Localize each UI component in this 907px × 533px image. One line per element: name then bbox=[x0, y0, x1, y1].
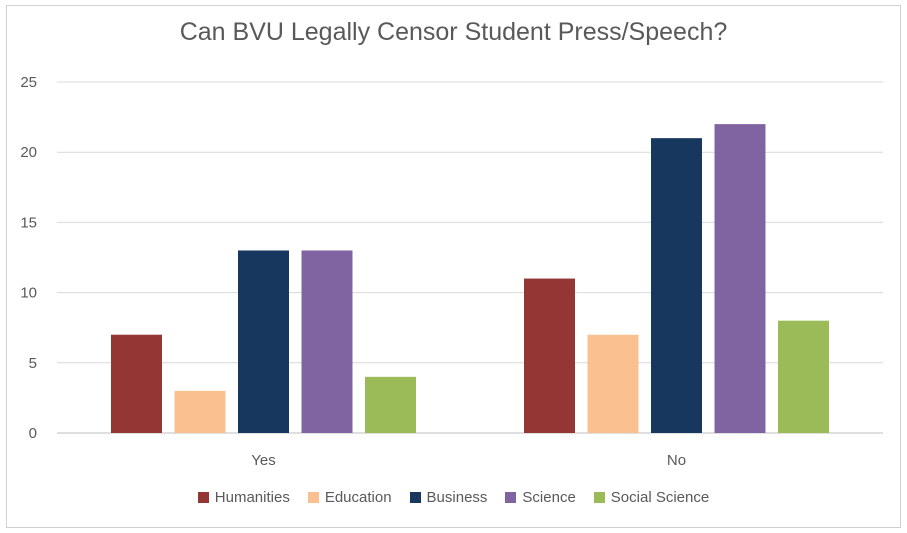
legend-item: Business bbox=[409, 489, 488, 506]
y-tick-label: 5 bbox=[29, 355, 37, 372]
legend-swatch bbox=[409, 492, 421, 503]
legend-item: Science bbox=[505, 489, 576, 506]
legend-item: Education bbox=[307, 489, 392, 506]
bar-education-no bbox=[587, 334, 639, 433]
legend-item: Humanities bbox=[197, 489, 290, 506]
y-tick-label: 25 bbox=[20, 74, 37, 91]
bar-education-yes bbox=[174, 390, 226, 433]
bar-social-science-no bbox=[778, 320, 829, 433]
bar-science-yes bbox=[301, 250, 353, 433]
legend-label: Social Science bbox=[610, 489, 710, 506]
chart-title: Can BVU Legally Censor Student Press/Spe… bbox=[179, 18, 728, 46]
legend-label: Education bbox=[324, 489, 392, 506]
y-tick-label: 10 bbox=[20, 285, 37, 302]
bar-business-no bbox=[651, 138, 702, 433]
bar-humanities-yes bbox=[111, 334, 162, 433]
legend-label: Humanities bbox=[214, 489, 290, 506]
x-category-label: No bbox=[667, 452, 686, 469]
legend-swatch bbox=[197, 492, 209, 503]
y-tick-label: 20 bbox=[20, 144, 37, 161]
bar-science-no bbox=[714, 124, 766, 434]
chart-legend: Humanities Education Business Science Social… bbox=[0, 489, 907, 506]
legend-swatch bbox=[593, 492, 605, 503]
y-tick-label: 0 bbox=[29, 425, 37, 442]
legend-swatch bbox=[505, 492, 517, 503]
legend-swatch bbox=[307, 492, 319, 503]
x-category-label: Yes bbox=[251, 452, 275, 469]
legend-item: Social Science bbox=[593, 489, 710, 506]
legend-label: Business bbox=[426, 489, 488, 506]
bar-business-yes bbox=[238, 250, 289, 433]
legend-label: Science bbox=[522, 489, 576, 506]
bar-humanities-no bbox=[524, 278, 575, 433]
y-tick-label: 15 bbox=[20, 214, 37, 231]
bar-social-science-yes bbox=[365, 376, 416, 433]
